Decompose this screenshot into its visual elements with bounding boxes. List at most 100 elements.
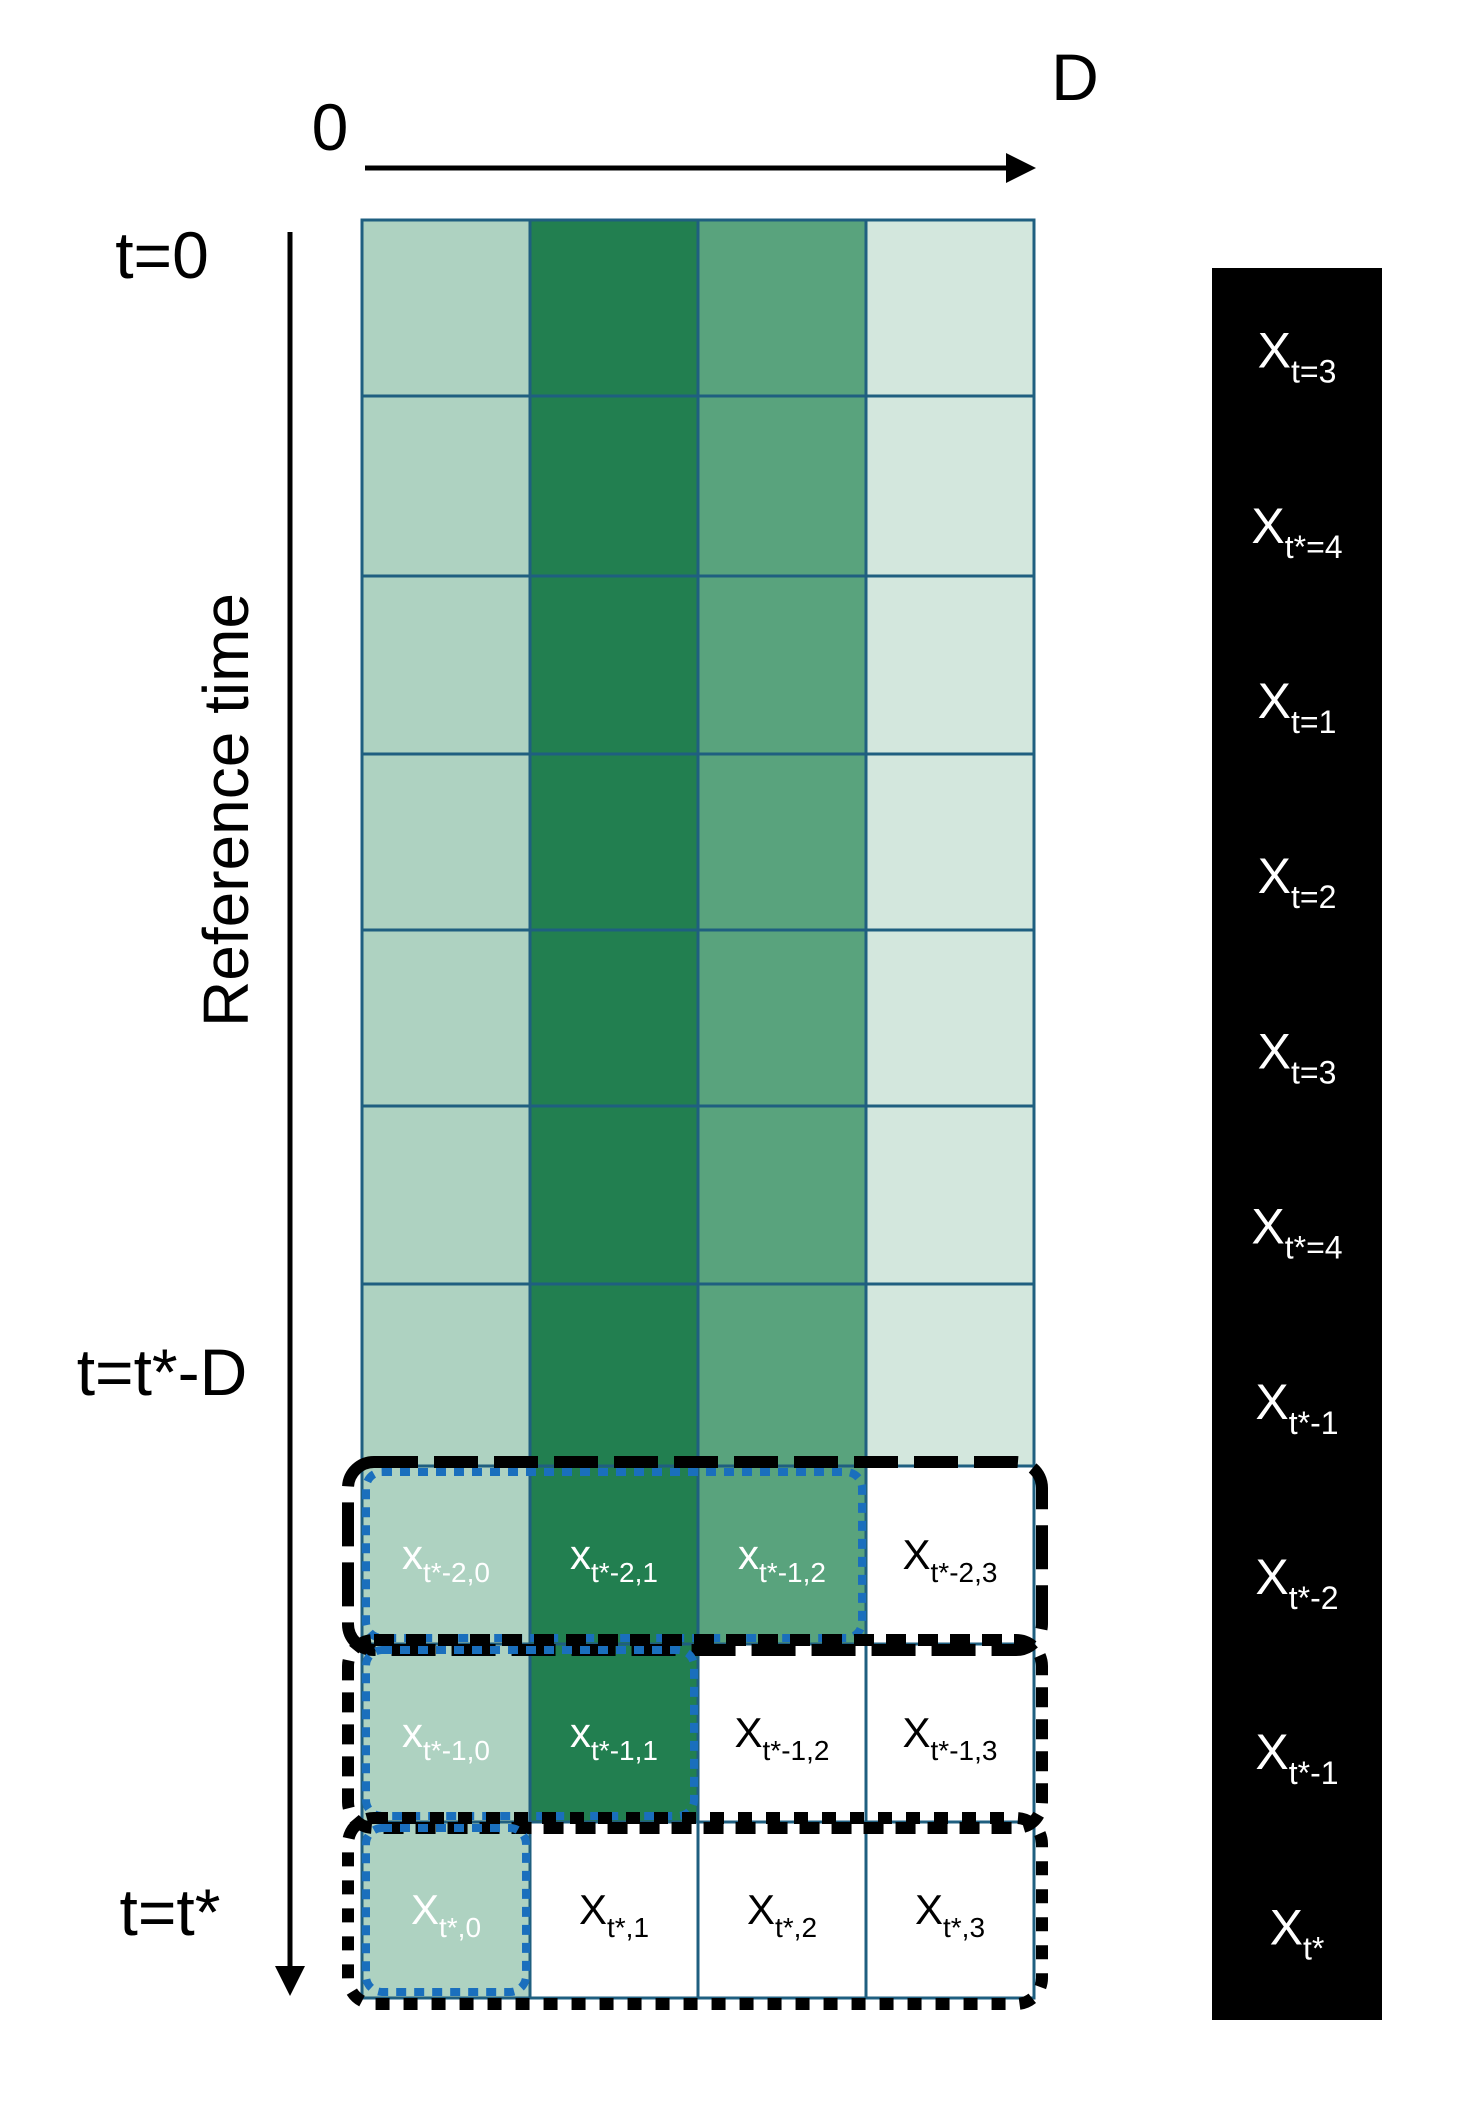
cell-label-subscript: t*-2,0 <box>423 1557 490 1588</box>
reporting-triangle-grid: xt*-2,0 xt*-2,1 xt*-1,2 Xt*-2,3xt*-1,0 xt*-1… <box>360 218 1036 2000</box>
nowcast-row-box <box>342 1634 1048 1834</box>
unobserved-cell <box>864 1464 1036 1646</box>
cell-label-subscript: t*-1,0 <box>423 1735 490 1766</box>
cell-label-subscript: t*,1 <box>607 1912 649 1943</box>
history-cell <box>696 394 868 578</box>
cell-label-base: X <box>903 1531 931 1578</box>
cell-label-base: X <box>579 1886 607 1933</box>
unobserved-cell <box>864 1642 1036 1824</box>
history-cell <box>696 218 868 398</box>
cell-label-base: X <box>747 1886 775 1933</box>
total-label-subscript: t*-1 <box>1289 1405 1339 1441</box>
total-label-base: X <box>1255 1549 1288 1605</box>
history-cell <box>864 394 1036 578</box>
history-cell <box>864 574 1036 756</box>
cell-label: Xt*,1 <box>579 1886 649 1943</box>
cell-label-base: x <box>570 1531 591 1578</box>
cell-label-subscript: t*,2 <box>775 1912 817 1943</box>
cell-label: Xt*-1,3 <box>903 1709 998 1766</box>
total-label: Xt*-1 <box>1255 1724 1338 1791</box>
unobserved-cell <box>528 1820 700 2000</box>
total-label-base: X <box>1251 498 1284 554</box>
cell-label-base: X <box>915 1886 943 1933</box>
nowcast-row-box <box>342 1812 1048 2010</box>
cell-label: Xt*,0 <box>411 1886 481 1943</box>
history-cell <box>528 752 700 932</box>
history-cell <box>696 928 868 1108</box>
total-label: Xt*-1 <box>1255 1374 1338 1441</box>
history-cell <box>864 218 1036 398</box>
history-cell <box>864 752 1036 932</box>
time-label-start: t=0 <box>115 218 209 292</box>
cell-label-base: x <box>570 1709 591 1756</box>
total-label-subscript: t=1 <box>1291 704 1336 740</box>
nowcast-row-box <box>342 1456 1048 1656</box>
total-label-subscript: t*-1 <box>1289 1755 1339 1791</box>
history-cell <box>528 928 700 1108</box>
total-label-base: X <box>1255 1724 1288 1780</box>
history-cell <box>864 928 1036 1108</box>
history-cell <box>360 1104 532 1286</box>
total-label-base: X <box>1255 1374 1288 1430</box>
total-label: Xt=2 <box>1258 848 1337 915</box>
total-label-subscript: t*=4 <box>1285 529 1343 565</box>
unobserved-cell <box>864 1820 1036 2000</box>
total-label: Xt=3 <box>1258 323 1337 390</box>
observed-cell <box>360 1642 532 1824</box>
cell-label-base: x <box>402 1709 423 1756</box>
cell-label: xt*-1,2 <box>738 1531 826 1588</box>
cell-label-subscript: t*,3 <box>943 1912 985 1943</box>
history-cell <box>696 1282 868 1468</box>
cell-label-base: X <box>411 1886 439 1933</box>
total-label-subscript: t*-2 <box>1289 1580 1339 1616</box>
total-label-subscript: t*=4 <box>1285 1230 1343 1266</box>
cell-label-base: x <box>738 1531 759 1578</box>
delay-axis-end-label: D <box>1051 40 1099 114</box>
history-cell <box>528 394 700 578</box>
observed-cell <box>360 1464 532 1646</box>
total-label-base: X <box>1270 1899 1303 1955</box>
cell-label-subscript: t*-1,1 <box>591 1735 658 1766</box>
cell-label: xt*-2,0 <box>402 1531 490 1588</box>
totals-column <box>1212 268 1382 2020</box>
history-cell <box>528 1104 700 1286</box>
cell-label: xt*-2,1 <box>570 1531 658 1588</box>
history-cell <box>528 1282 700 1468</box>
observed-cell <box>360 1820 532 2000</box>
total-label-base: X <box>1258 848 1291 904</box>
total-label: Xt*=4 <box>1251 498 1342 565</box>
cell-label-subscript: t*-1,2 <box>759 1557 826 1588</box>
observed-cell <box>528 1464 700 1646</box>
history-cell <box>864 1282 1036 1468</box>
cell-label: Xt*-1,2 <box>735 1709 830 1766</box>
history-cell <box>360 928 532 1108</box>
cell-label: Xt*-2,3 <box>903 1531 998 1588</box>
observed-cells-box <box>362 1646 698 1820</box>
cell-label-base: X <box>735 1709 763 1756</box>
history-cell <box>528 218 700 398</box>
cell-label-subscript: t*,0 <box>439 1912 481 1943</box>
cell-label-subscript: t*-1,3 <box>931 1735 998 1766</box>
history-cell <box>360 752 532 932</box>
row-totals-column: Xt=3Xt*=4Xt=1Xt=2Xt=3Xt*=4Xt*-1Xt*-2Xt*-… <box>1212 268 1382 2020</box>
history-cell <box>696 752 868 932</box>
total-label: Xt* <box>1270 1899 1325 1966</box>
total-label-base: X <box>1258 1023 1291 1079</box>
total-label: Xt*=4 <box>1251 1199 1342 1266</box>
total-label: Xt=3 <box>1258 1023 1337 1090</box>
cell-label-subscript: t*-2,1 <box>591 1557 658 1588</box>
history-cell <box>360 574 532 756</box>
cell-label-base: X <box>903 1709 931 1756</box>
cell-label-subscript: t*-1,2 <box>763 1735 830 1766</box>
cell-label-subscript: t*-2,3 <box>931 1557 998 1588</box>
nowcast-highlight-boxes <box>342 1456 1048 2010</box>
cell-label: Xt*,3 <box>915 1886 985 1943</box>
total-label-subscript: t=2 <box>1291 879 1336 915</box>
observed-cell <box>528 1642 700 1824</box>
cell-label: xt*-1,1 <box>570 1709 658 1766</box>
unobserved-cell <box>696 1820 868 2000</box>
unobserved-cell <box>696 1642 868 1824</box>
cell-label: Xt*,2 <box>747 1886 817 1943</box>
history-cell <box>696 1104 868 1286</box>
